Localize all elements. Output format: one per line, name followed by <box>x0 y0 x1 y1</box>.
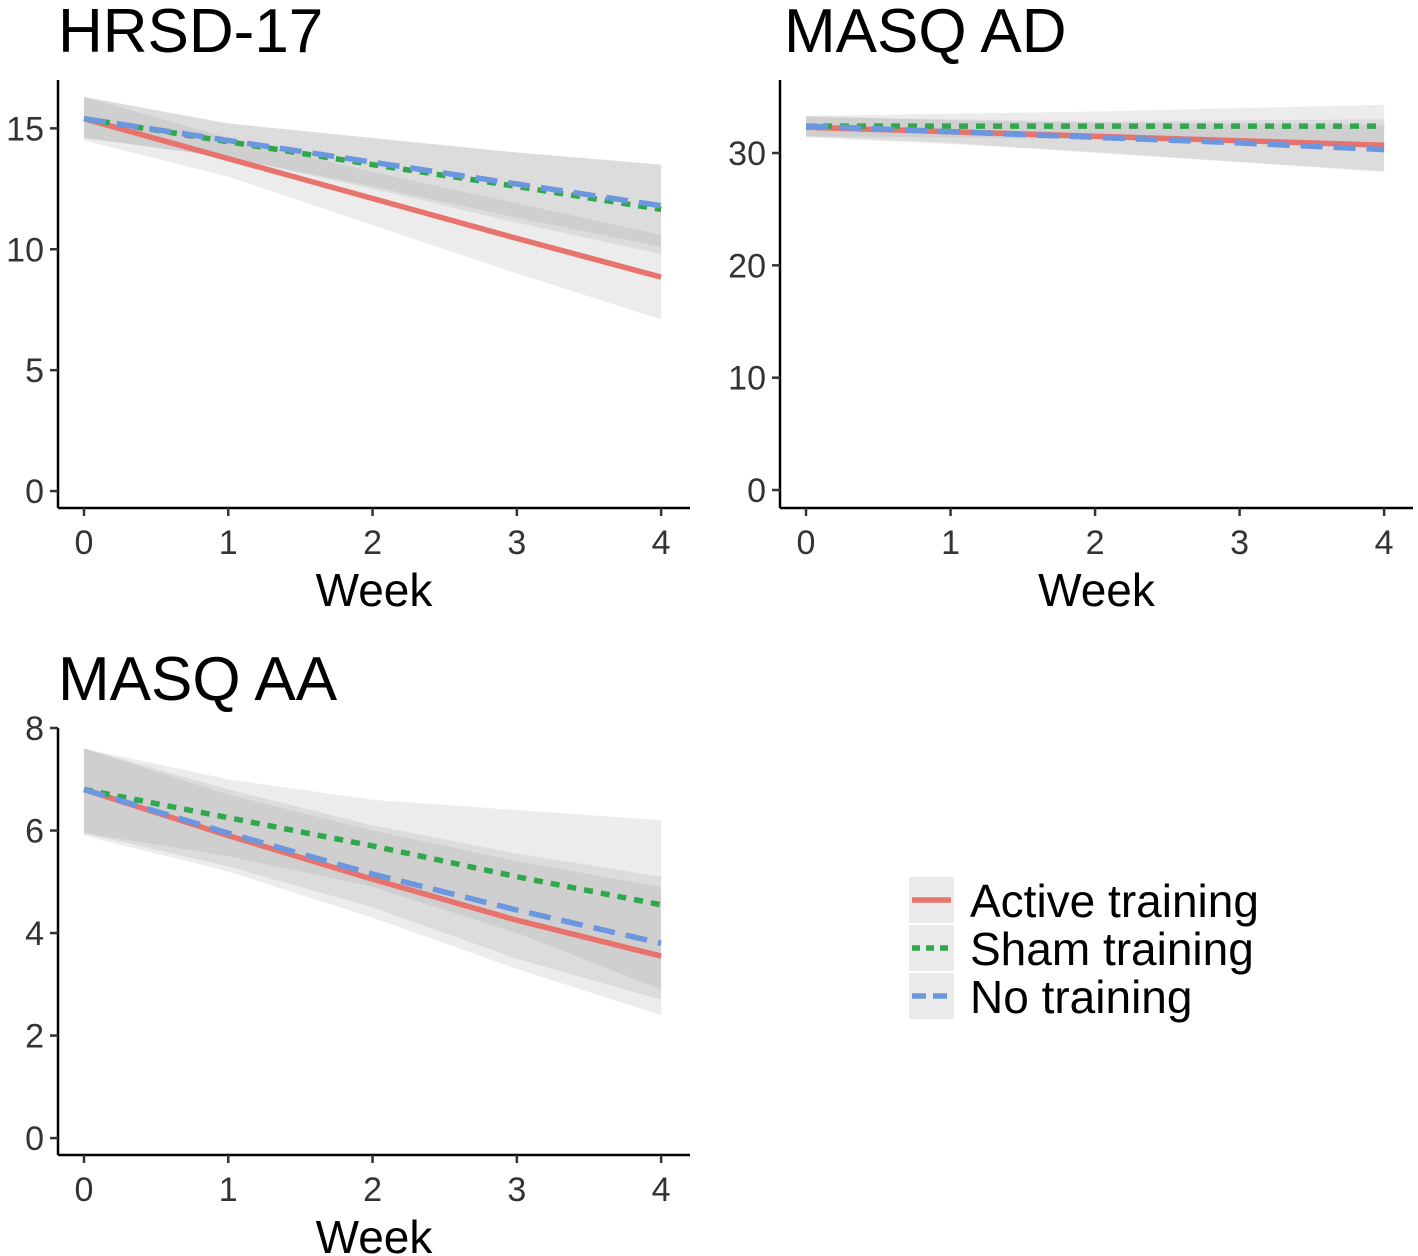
x-tick-label: 3 <box>507 1171 526 1209</box>
y-tick-label: 8 <box>25 710 44 748</box>
y-tick-label: 0 <box>25 1120 44 1158</box>
y-tick-label: 4 <box>25 915 44 953</box>
x-axis-label: Week <box>316 564 434 616</box>
x-tick-label: 3 <box>1230 524 1249 562</box>
y-tick-label: 6 <box>25 813 44 851</box>
legend-label: Active training <box>970 875 1259 927</box>
panel-title: MASQ AA <box>58 645 338 714</box>
series-line-no-training <box>805 123 1385 153</box>
y-tick-label: 5 <box>25 352 44 390</box>
ci-band-1 <box>84 96 662 320</box>
x-axis-label: Week <box>316 1211 434 1256</box>
y-tick-label: 2 <box>25 1018 44 1056</box>
x-tick-label: 4 <box>652 524 671 562</box>
x-tick-label: 3 <box>507 524 526 562</box>
ci-band-2 <box>84 96 662 255</box>
x-tick-label: 1 <box>941 524 960 562</box>
series-line-sham-training <box>83 115 662 213</box>
y-tick-label: 20 <box>728 247 766 285</box>
x-tick-label: 1 <box>219 524 238 562</box>
x-tick-label: 2 <box>363 524 382 562</box>
panel-1: HRSD-17 0 5 10 15 0 1 2 3 4 Week <box>6 0 690 616</box>
series-line-active-training <box>83 116 662 280</box>
y-tick-label: 10 <box>6 231 44 269</box>
y-tick-label: 0 <box>747 472 766 510</box>
y-tick-label: 15 <box>6 110 44 148</box>
series-line-no-training <box>83 786 662 946</box>
legend-label: Sham training <box>970 923 1254 975</box>
x-axis-label: Week <box>1038 564 1156 616</box>
legend-label: No training <box>970 971 1192 1023</box>
ci-band-3 <box>84 96 662 247</box>
panel-2: MASQ AD 0 10 20 30 0 1 2 3 4 Week <box>728 0 1413 616</box>
x-tick-label: 4 <box>1375 524 1394 562</box>
y-tick-label: 10 <box>728 360 766 398</box>
x-tick-label: 0 <box>75 1171 94 1209</box>
panel-3: MASQ AA 0 2 4 6 8 0 1 2 3 4 Week <box>25 645 690 1256</box>
x-tick-label: 1 <box>219 1171 238 1209</box>
x-tick-label: 2 <box>363 1171 382 1209</box>
x-tick-label: 2 <box>1086 524 1105 562</box>
x-tick-label: 4 <box>652 1171 671 1209</box>
y-tick-label: 0 <box>25 473 44 511</box>
y-tick-label: 30 <box>728 135 766 173</box>
series-line-active-training <box>805 124 1385 148</box>
series-line-sham-training <box>83 786 662 908</box>
panel-title: MASQ AD <box>784 0 1067 66</box>
x-tick-label: 0 <box>75 524 94 562</box>
x-tick-label: 0 <box>797 524 816 562</box>
panel-title: HRSD-17 <box>58 0 323 66</box>
ci-band-2 <box>84 748 662 990</box>
